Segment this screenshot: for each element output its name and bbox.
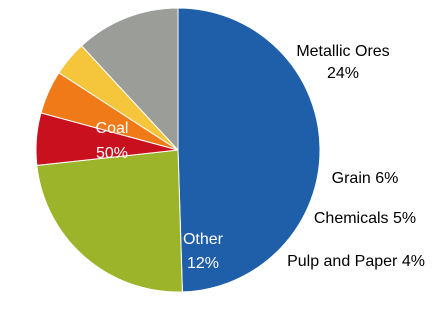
slice-label-coal: Coal	[96, 120, 129, 137]
pie-slice-other	[80, 7, 179, 152]
slice-label-other: Other	[183, 231, 224, 248]
slice-value-other: 12%	[187, 255, 219, 272]
slice-value-metallic-ores: 24%	[327, 65, 359, 82]
slice-label-metallic-ores: Metallic Ores	[296, 43, 389, 60]
pie-slice-metallic-ores	[36, 149, 183, 293]
pie-slice-coal	[177, 7, 321, 293]
slice-value-coal: 50%	[96, 145, 128, 162]
slice-label-grain: Grain 6%	[332, 170, 399, 187]
slice-label-pulp-and-paper: Pulp and Paper 4%	[287, 253, 425, 270]
slice-label-chemicals: Chemicals 5%	[314, 210, 416, 227]
